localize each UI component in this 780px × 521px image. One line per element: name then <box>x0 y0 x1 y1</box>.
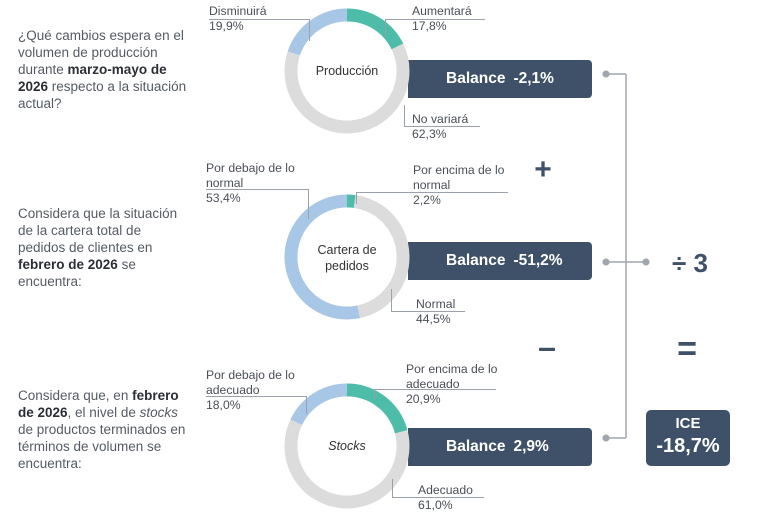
balance-label: Balance <box>446 438 506 455</box>
slice-decrease <box>287 8 348 56</box>
leader-line <box>385 19 485 20</box>
slice-decrease <box>284 194 361 320</box>
ice-title: ICE <box>675 415 701 432</box>
slice-label-value: 20,9% <box>406 392 441 406</box>
balance-label: Balance <box>446 70 506 87</box>
leader-line <box>308 189 309 219</box>
donut-cartera <box>284 194 410 320</box>
equals-operator: = <box>677 330 697 368</box>
leader-line <box>391 311 465 312</box>
slice-label-text: Aumentará <box>412 4 472 18</box>
slice-label-text: Por debajo de lo adecuado <box>206 368 295 397</box>
donut-title-cartera: Cartera de pedidos <box>317 243 377 273</box>
slice-increase <box>346 194 356 208</box>
leader-line <box>206 189 308 190</box>
question-text: de productos terminados en términos de v… <box>18 422 186 471</box>
balance-value: -51,2% <box>513 252 563 269</box>
slice-label-normal: Normal 44,5% <box>416 297 455 327</box>
donut-stocks <box>284 383 410 509</box>
slice-label-value: 44,5% <box>416 312 451 326</box>
leader-line <box>306 396 307 414</box>
slice-label-disminuira: Disminuirá 19,9% <box>209 4 267 34</box>
slice-neutral <box>284 419 410 509</box>
slice-label-adecuado: Adecuado 61,0% <box>418 483 473 513</box>
donut-title-stocks: Stocks <box>328 439 366 453</box>
donut-produccion <box>284 8 410 134</box>
leader-line <box>356 192 357 204</box>
slice-label-por-encima-normal: Por encima de lo normal 2,2% <box>413 163 513 208</box>
slice-label-text: Disminuirá <box>209 4 267 18</box>
question-stocks: Considera que, en febrero de 2026, el ni… <box>18 387 188 472</box>
slice-label-text: No variará <box>412 112 469 126</box>
leader-line <box>404 126 480 127</box>
slice-neutral <box>284 43 410 134</box>
slice-label-no-variara: No variará 62,3% <box>412 112 468 142</box>
minus-operator: – <box>538 329 556 365</box>
question-produccion: ¿Qué cambios espera en el volumen de pro… <box>18 27 188 112</box>
question-italic: stocks <box>139 405 178 420</box>
slice-label-text: Adecuado <box>418 483 473 497</box>
donut-hole <box>297 21 397 121</box>
balance-value: -2,1% <box>513 70 554 87</box>
slice-label-value: 19,9% <box>209 19 244 33</box>
leader-line <box>385 19 386 37</box>
slice-increase <box>346 383 408 434</box>
slice-label-value: 18,0% <box>206 398 241 412</box>
slice-increase <box>346 8 404 50</box>
donut-hole <box>297 396 397 496</box>
question-bold: febrero de 2026 <box>18 257 118 272</box>
slice-label-value: 62,3% <box>412 127 447 141</box>
plus-operator: + <box>534 153 552 186</box>
slice-label-por-encima-adecuado: Por encima de lo adecuado 20,9% <box>406 362 506 407</box>
slice-label-text: Por debajo de lo normal <box>206 161 295 190</box>
leader-line <box>209 19 309 20</box>
slice-label-value: 17,8% <box>412 19 447 33</box>
balance-label: Balance <box>446 252 506 269</box>
slice-decrease <box>290 383 348 426</box>
slice-label-aumentara: Aumentará 17,8% <box>412 4 472 34</box>
balance-produccion: Balance -2,1% <box>408 60 592 98</box>
slice-label-value: 61,0% <box>418 498 453 512</box>
question-bold: febrero de 2026 <box>18 388 179 420</box>
donut-title-produccion: Producción <box>315 64 379 78</box>
slice-label-text: Por encima de lo adecuado <box>406 362 498 391</box>
question-text: , el nivel de <box>67 405 140 420</box>
question-text: se encuentra: <box>18 257 136 289</box>
leader-line <box>356 192 508 193</box>
bracket-connector <box>602 70 650 442</box>
divide-operator: ÷ 3 <box>672 248 708 278</box>
question-text: Considera que la situación de la cartera… <box>18 206 178 255</box>
donut-hole <box>297 207 397 307</box>
leader-line <box>392 479 393 497</box>
leader-line <box>309 19 310 41</box>
question-bold: marzo-mayo de 2026 <box>18 62 167 94</box>
balance-cartera: Balance -51,2% <box>408 242 592 280</box>
slice-label-value: 2,2% <box>413 193 441 207</box>
ice-value: -18,7% <box>656 435 720 457</box>
balance-value: 2,9% <box>513 438 549 455</box>
question-cartera: Considera que la situación de la cartera… <box>18 205 188 290</box>
leader-line <box>374 389 375 399</box>
leader-line <box>404 105 405 126</box>
slice-neutral <box>353 195 410 319</box>
slice-label-text: Por encima de lo normal <box>413 163 505 192</box>
question-text: ¿Qué cambios espera en el volumen de pro… <box>18 28 184 77</box>
question-text: Considera que, en <box>18 388 133 403</box>
balance-stocks: Balance 2,9% <box>408 428 592 466</box>
slice-label-value: 53,4% <box>206 191 241 205</box>
question-text: respecto a la situación actual? <box>18 79 187 111</box>
leader-line <box>392 497 484 498</box>
slice-label-por-debajo-adecuado: Por debajo de lo adecuado 18,0% <box>206 368 306 413</box>
slice-label-text: Normal <box>416 297 456 311</box>
leader-line <box>374 389 496 390</box>
slice-label-por-debajo-normal: Por debajo de lo normal 53,4% <box>206 161 306 206</box>
leader-line <box>391 289 392 311</box>
ice-result-box: ICE -18,7% <box>646 410 730 466</box>
leader-line <box>206 396 306 397</box>
